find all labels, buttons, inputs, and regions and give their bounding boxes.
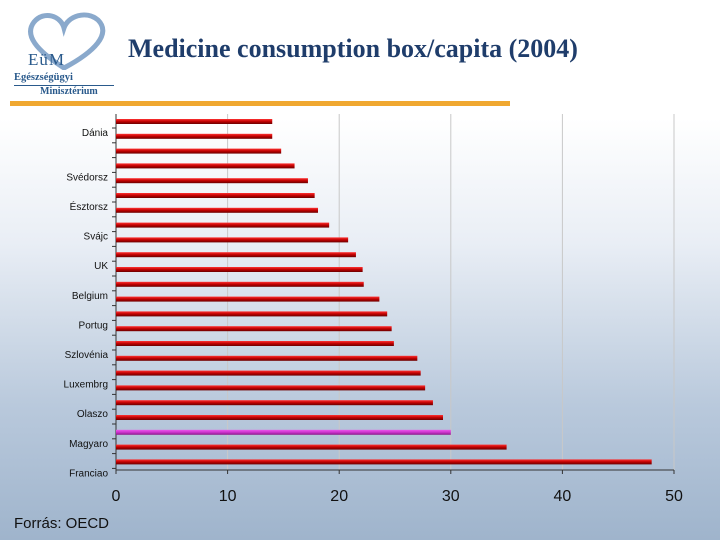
logo-rule xyxy=(14,85,114,86)
bar xyxy=(116,178,308,184)
bar xyxy=(116,252,356,258)
category-label: Svédorsz xyxy=(66,172,108,183)
x-tick-label: 10 xyxy=(219,488,237,505)
bar xyxy=(116,385,426,391)
bar xyxy=(116,163,295,169)
bar xyxy=(116,341,394,346)
bar xyxy=(116,415,443,420)
logo-line1: Egészségügyi xyxy=(14,72,73,83)
bar xyxy=(116,119,273,124)
logo-line2: Minisztérium xyxy=(40,86,98,97)
bar xyxy=(116,370,421,376)
x-tick-label: 0 xyxy=(112,488,121,505)
bar xyxy=(116,311,388,317)
bar xyxy=(116,267,363,272)
ministry-logo: EüM Egészségügyi Minisztérium xyxy=(6,10,124,100)
category-label: Olaszo xyxy=(77,409,109,420)
bar xyxy=(116,193,315,198)
bar-highlighted xyxy=(116,429,451,435)
category-label: Észtorsz xyxy=(70,200,108,213)
bar xyxy=(116,355,418,361)
bar xyxy=(116,400,433,406)
heart-logo-icon xyxy=(28,12,106,70)
logo-letters: EüM xyxy=(28,50,65,69)
category-label: Magyaro xyxy=(69,439,108,450)
bar xyxy=(116,148,282,154)
source-note: Forrás: OECD xyxy=(14,515,110,532)
category-label: Dánia xyxy=(82,128,109,139)
bar xyxy=(116,326,392,332)
category-label: Szlovénia xyxy=(65,350,109,361)
x-tick-label: 40 xyxy=(554,488,572,505)
page-title: Medicine consumption box/capita (2004) xyxy=(128,34,578,63)
bar xyxy=(116,237,349,243)
category-label: Franciao xyxy=(69,468,108,479)
bar xyxy=(116,133,273,139)
category-label: Svájc xyxy=(84,232,108,243)
bar xyxy=(116,281,364,287)
category-label: Portug xyxy=(79,320,108,331)
bar xyxy=(116,444,507,450)
bar xyxy=(116,207,318,213)
x-tick-label: 20 xyxy=(330,488,348,505)
category-label: UK xyxy=(94,261,108,272)
bar xyxy=(116,459,652,465)
title-accent-bar xyxy=(10,101,510,106)
bar xyxy=(116,296,380,302)
category-label: Belgium xyxy=(72,291,108,302)
bar xyxy=(116,222,330,228)
x-tick-label: 30 xyxy=(442,488,460,505)
x-tick-label: 50 xyxy=(665,488,683,505)
category-label: Luxembrg xyxy=(64,380,108,391)
